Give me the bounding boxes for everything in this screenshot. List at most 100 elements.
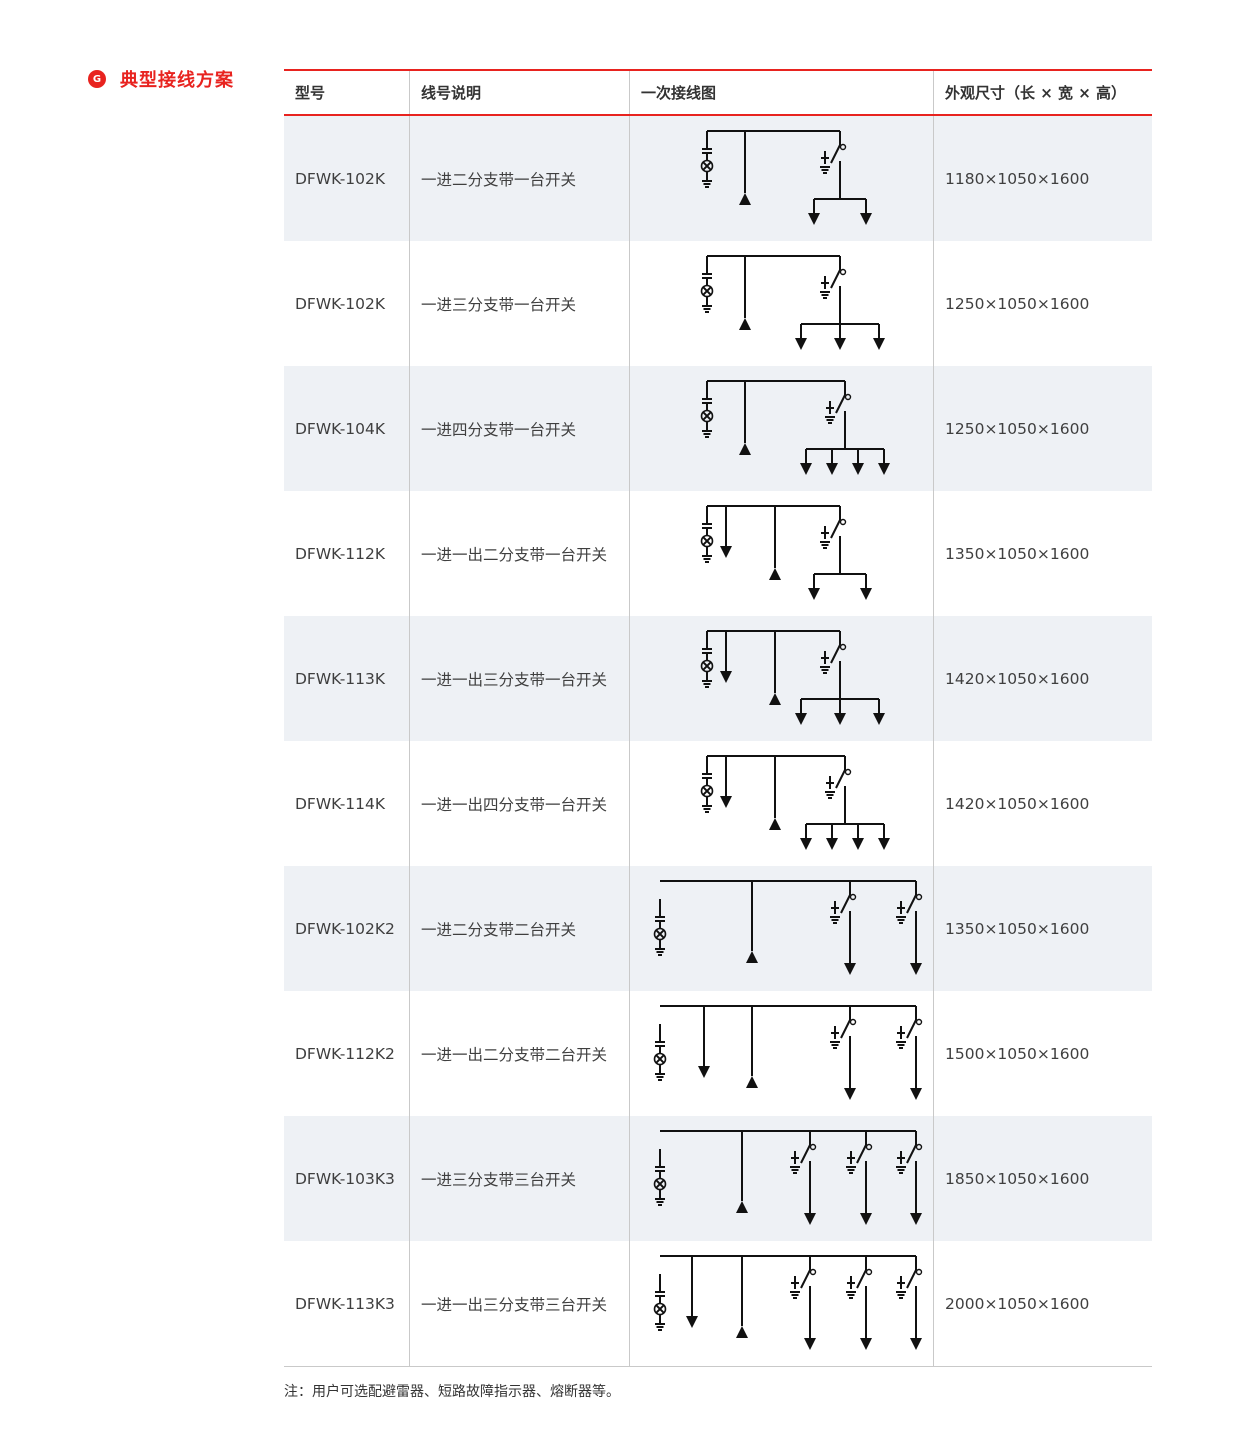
outgoing-arrow: [877, 463, 890, 475]
incoming-arrow: [738, 193, 751, 205]
load-switch-symbol: [895, 1006, 922, 1052]
load-switch-symbol: [824, 381, 851, 427]
outgoing-arrow: [877, 838, 890, 850]
diagram-cell: [630, 991, 934, 1116]
dimensions-cell: 1180×1050×1600: [945, 169, 1090, 188]
outgoing-arrow: [859, 213, 872, 225]
voltage-indicator-symbol: [700, 381, 713, 438]
load-switch-symbol: [789, 1256, 816, 1302]
model-cell: DFWK-112K2: [284, 991, 410, 1116]
load-switch-symbol: [819, 131, 846, 177]
outgoing-arrow: [799, 838, 812, 850]
outgoing-arrow: [909, 1338, 922, 1350]
description-cell: 一进一出四分支带一台开关: [410, 741, 630, 866]
description-cell: 一进一出二分支带二台开关: [410, 991, 630, 1116]
outgoing-arrow: [909, 1213, 922, 1225]
dimensions-cell: 1350×1050×1600: [945, 919, 1090, 938]
outgoing-arrow: [799, 463, 812, 475]
dimensions-cell: 1420×1050×1600: [945, 669, 1090, 688]
header-dimensions: 外观尺寸（长 × 宽 × 高）: [945, 84, 1127, 102]
voltage-indicator-symbol: [700, 256, 713, 313]
model-cell: DFWK-104K: [284, 366, 410, 491]
outgoing-arrow: [719, 671, 732, 683]
table-row: DFWK-113K3 一进一出三分支带三台开关 2000×1050×1600: [284, 1241, 1152, 1366]
outgoing-arrow: [794, 338, 807, 350]
diagram-cell: [630, 866, 934, 991]
table-bottom-rule: [284, 1366, 1152, 1367]
outgoing-arrow: [803, 1213, 816, 1225]
outgoing-arrow: [872, 338, 885, 350]
header-diagram: 一次接线图: [630, 71, 934, 114]
diagram-cell: [630, 616, 934, 741]
table-row: DFWK-103K3 一进三分支带三台开关 1850×1050×1600: [284, 1116, 1152, 1241]
footnote: 注：用户可选配避雷器、短路故障指示器、熔断器等。: [284, 1384, 620, 1400]
voltage-indicator-symbol: [653, 899, 666, 956]
model-cell: DFWK-114K: [284, 741, 410, 866]
table-row: DFWK-112K2 一进一出二分支带二台开关 1500×1050×1600: [284, 991, 1152, 1116]
outgoing-arrow: [807, 588, 820, 600]
diagram-cell: [630, 366, 934, 491]
outgoing-arrow: [697, 1066, 710, 1078]
header-description: 线号说明: [410, 71, 630, 114]
diagram-cell: [630, 1241, 934, 1366]
model-cell: DFWK-103K3: [284, 1116, 410, 1241]
incoming-arrow: [745, 951, 758, 963]
load-switch-symbol: [824, 756, 851, 802]
outgoing-arrow: [794, 713, 807, 725]
outgoing-arrow: [685, 1316, 698, 1328]
voltage-indicator-symbol: [700, 131, 713, 188]
table-row: DFWK-114K 一进一出四分支带一台开关 1420×1050×1600: [284, 741, 1152, 866]
model-cell: DFWK-113K3: [284, 1241, 410, 1366]
outgoing-arrow: [843, 963, 856, 975]
load-switch-symbol: [829, 1006, 856, 1052]
outgoing-arrow: [803, 1338, 816, 1350]
diagram-cell: [630, 491, 934, 616]
diagram-cell: [630, 1116, 934, 1241]
outgoing-arrow: [909, 1088, 922, 1100]
voltage-indicator-symbol: [653, 1274, 666, 1331]
model-cell: DFWK-102K: [284, 241, 410, 366]
incoming-arrow: [735, 1326, 748, 1338]
outgoing-arrow: [833, 338, 846, 350]
incoming-arrow: [738, 443, 751, 455]
outgoing-arrow: [872, 713, 885, 725]
description-cell: 一进一出三分支带一台开关: [410, 616, 630, 741]
dimensions-cell: 1500×1050×1600: [945, 1044, 1090, 1063]
outgoing-arrow: [851, 838, 864, 850]
description-cell: 一进二分支带一台开关: [410, 116, 630, 241]
load-switch-symbol: [845, 1256, 872, 1302]
incoming-arrow: [768, 693, 781, 705]
load-switch-symbol: [895, 1131, 922, 1177]
load-switch-symbol: [789, 1131, 816, 1177]
outgoing-arrow: [843, 1088, 856, 1100]
dimensions-cell: 1250×1050×1600: [945, 294, 1090, 313]
voltage-indicator-symbol: [700, 756, 713, 813]
table-row: DFWK-112K 一进一出二分支带一台开关 1350×1050×1600: [284, 491, 1152, 616]
description-cell: 一进三分支带三台开关: [410, 1116, 630, 1241]
outgoing-arrow: [833, 713, 846, 725]
incoming-arrow: [735, 1201, 748, 1213]
model-cell: DFWK-112K: [284, 491, 410, 616]
table-row: DFWK-104K 一进四分支带一台开关 1250×1050×1600: [284, 366, 1152, 491]
section-number-badge: G: [88, 70, 106, 88]
voltage-indicator-symbol: [653, 1149, 666, 1206]
load-switch-symbol: [845, 1131, 872, 1177]
dimensions-cell: 1250×1050×1600: [945, 419, 1090, 438]
diagram-cell: [630, 741, 934, 866]
table-row: DFWK-113K 一进一出三分支带一台开关 1420×1050×1600: [284, 616, 1152, 741]
load-switch-symbol: [819, 631, 846, 677]
load-switch-symbol: [895, 881, 922, 927]
table-header: 型号 线号说明 一次接线图 外观尺寸（长 × 宽 × 高）: [284, 69, 1152, 116]
outgoing-arrow: [825, 838, 838, 850]
table-row: DFWK-102K 一进三分支带一台开关 1250×1050×1600: [284, 241, 1152, 366]
load-switch-symbol: [895, 1256, 922, 1302]
description-cell: 一进二分支带二台开关: [410, 866, 630, 991]
description-cell: 一进四分支带一台开关: [410, 366, 630, 491]
diagram-cell: [630, 241, 934, 366]
outgoing-arrow: [909, 963, 922, 975]
outgoing-arrow: [719, 546, 732, 558]
model-cell: DFWK-102K: [284, 116, 410, 241]
outgoing-arrow: [719, 796, 732, 808]
dimensions-cell: 1850×1050×1600: [945, 1169, 1090, 1188]
table-row: DFWK-102K 一进二分支带一台开关 1180×1050×1600: [284, 116, 1152, 241]
